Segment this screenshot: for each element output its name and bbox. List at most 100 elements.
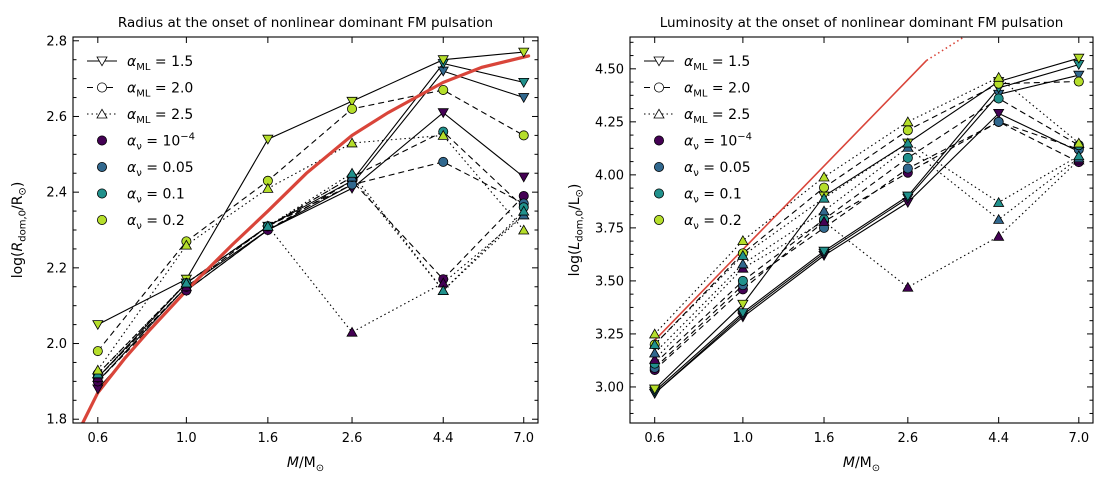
data-point [1073,150,1085,161]
data-point [737,275,748,286]
data-point [518,78,530,88]
data-point [1073,76,1084,87]
data-point [1073,137,1085,148]
legend-marker [97,161,108,172]
data-point [649,338,661,349]
legend-item: αML = 2.5 [644,107,750,126]
legend-label: αML = 1.5 [127,54,193,73]
y-tick-label: 4.50 [595,62,624,77]
legend-item: αML = 2.5 [87,107,193,126]
legend-label: αML = 2.0 [684,81,750,100]
data-point [262,220,274,231]
legend-item: αν = 10−4 [97,132,195,153]
legend-marker [96,108,108,119]
fit-curve [81,54,531,423]
y-tick-label: 2.2 [46,261,67,276]
data-point [346,96,358,107]
x-tick-label: 4.4 [988,431,1009,446]
y-tick-label: 3.25 [595,327,624,342]
x-tick-label: 7.0 [1068,431,1089,446]
y-tick-label: 4.25 [595,115,624,130]
legend-item: αML = 2.0 [644,81,750,100]
data-point [518,93,530,104]
legend-label: αν = 0.05 [127,160,194,179]
data-point [737,299,749,310]
y-tick-label: 3.75 [595,221,624,236]
series-line [97,89,524,352]
data-point [649,384,661,395]
series-line [654,80,1079,345]
y-tick-label: 1.8 [46,413,67,428]
data-point [818,171,830,182]
legend-label: αν = 0.1 [127,187,185,206]
data-point [818,246,830,257]
x-tick-label: 4.4 [433,431,454,446]
series-line [654,74,1079,394]
legend-marker [97,135,108,146]
y-tick-label: 2.0 [46,337,67,352]
legend-marker [654,135,665,146]
data-point [518,47,530,58]
legend-item: αν = 0.1 [97,187,185,206]
legend-item: αML = 1.5 [87,54,193,73]
legend-label: αν = 10−4 [684,132,752,153]
y-tick-label: 2.6 [46,110,67,125]
legend-item: αν = 0.1 [654,187,742,206]
series-line [654,121,1079,369]
fit-line [654,59,928,341]
legend-marker [97,188,108,199]
radius-chart: Radius at the onset of nonlinear dominan… [10,15,539,474]
plot-area [81,47,531,423]
y-axis-label: log(Ldom,0/L⊙) [567,184,586,277]
data-point [180,239,193,250]
y-tick-label: 4.00 [595,168,624,183]
legend-item: αML = 2.0 [87,81,193,100]
legend-marker [653,108,665,119]
data-point [992,196,1005,207]
legend-label: αν = 0.2 [684,213,742,232]
x-axis-label: M/M⊙ [843,455,880,474]
legend-marker [97,82,108,93]
legend-label: αν = 0.05 [684,160,751,179]
series-line [654,121,1080,371]
data-point [992,71,1005,82]
data-point [92,346,103,357]
data-point [437,129,449,140]
x-tick-label: 1.0 [176,431,197,446]
legend-item: αν = 0.05 [654,160,751,179]
y-tick-label: 2.4 [46,186,67,201]
data-point [902,152,913,163]
data-point [649,328,661,339]
series-line [97,134,525,371]
series-line [654,57,1079,390]
data-point [992,230,1005,241]
legend-marker [654,188,665,199]
data-point [438,156,449,167]
series-line [97,176,525,375]
data-point [818,215,830,226]
series-line [97,214,525,378]
legend-label: αML = 2.5 [127,107,193,126]
data-point [649,353,661,364]
data-point [737,249,749,260]
data-point [518,224,530,235]
legend-marker [654,161,665,172]
legend-label: αML = 2.5 [684,107,750,126]
data-point [819,182,830,193]
x-tick-label: 1.6 [258,431,279,446]
data-point [737,235,749,246]
data-point [437,284,449,295]
legend-label: αML = 2.0 [127,81,193,100]
legend-label: αML = 1.5 [684,54,750,73]
series-line [97,172,525,375]
legend-item: αν = 10−4 [654,132,752,153]
data-point [92,364,104,375]
legend-item: αν = 0.2 [97,213,185,232]
data-point [437,55,449,66]
data-point [518,172,530,183]
x-tick-label: 1.6 [814,431,835,446]
x-tick-label: 0.6 [644,431,665,446]
data-point [902,137,914,148]
data-point [1073,53,1085,64]
